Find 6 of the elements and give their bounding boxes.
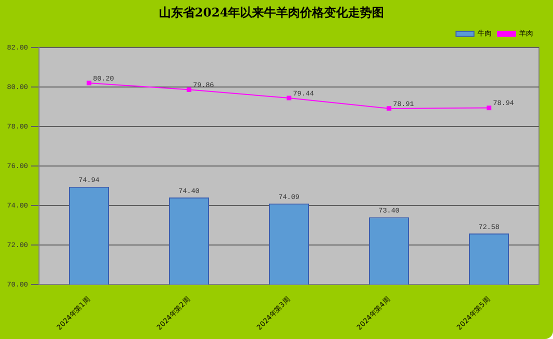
point (486, 106, 492, 110)
point (86, 80, 92, 86)
point (386, 106, 392, 111)
point (286, 96, 292, 100)
point (186, 87, 192, 92)
chart-title: 山东省2024年以来牛羊肉价格变化走势图 (158, 5, 384, 20)
